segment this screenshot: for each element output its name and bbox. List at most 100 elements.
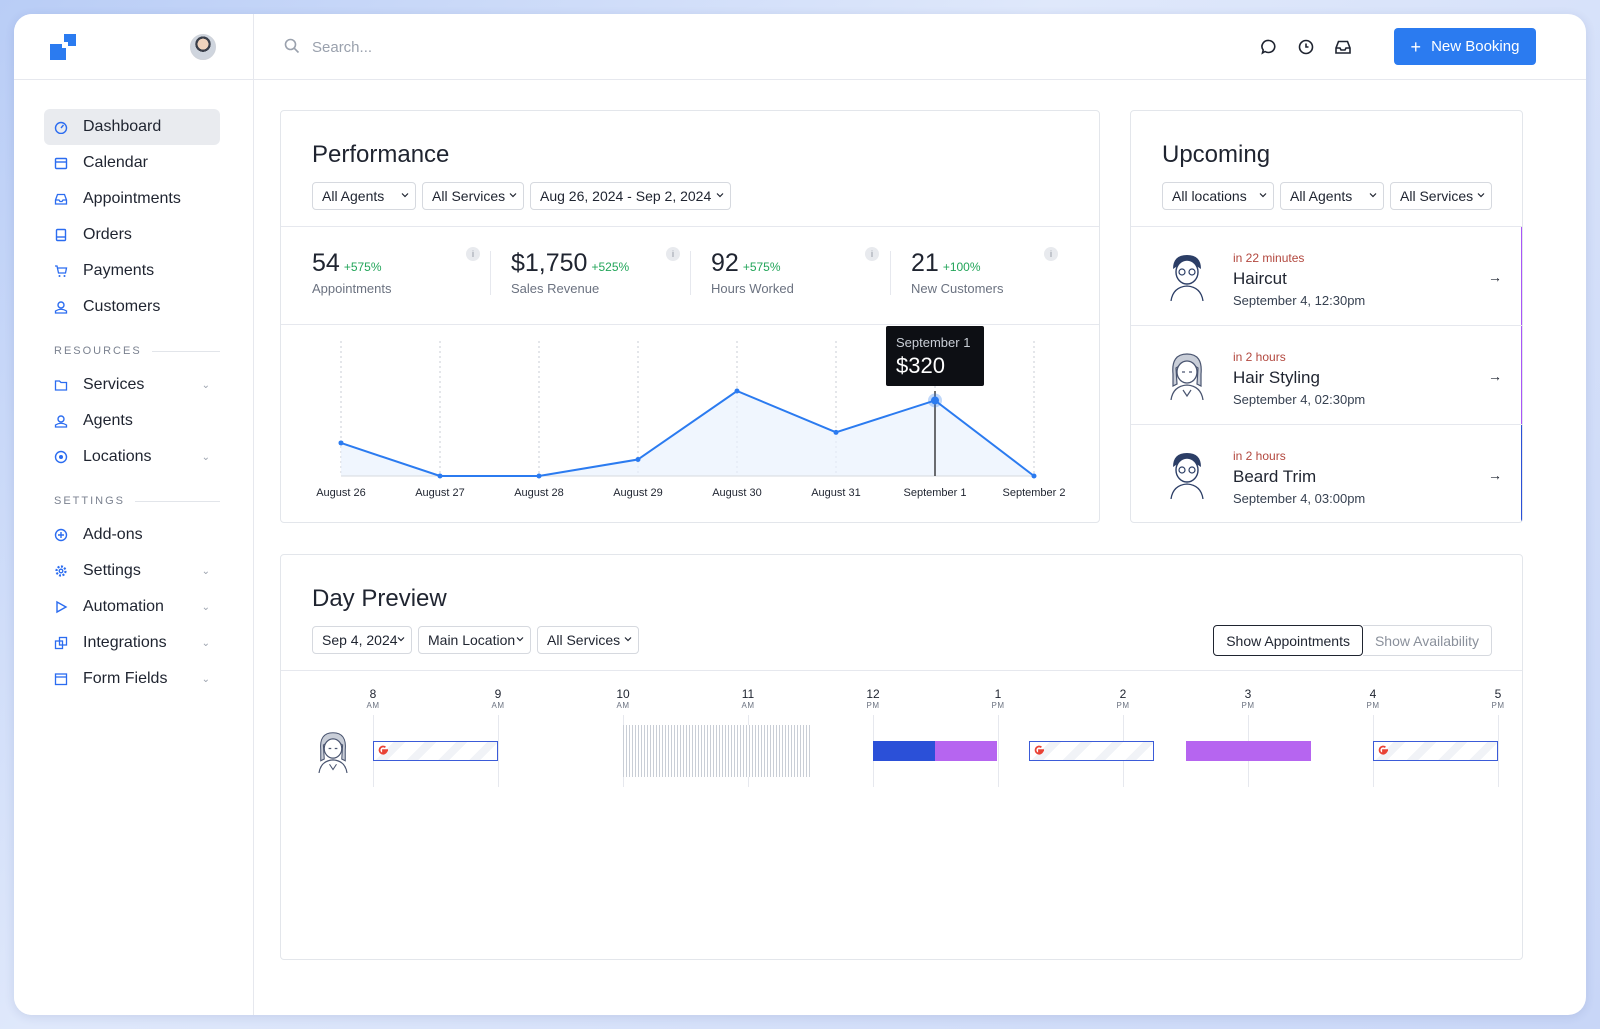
hour-label: 1 PM [991,687,1005,710]
user-icon [54,414,68,428]
hour-label: 12 PM [866,687,880,710]
google-calendar-slot[interactable] [1029,741,1154,761]
hour-gridline [498,715,499,787]
app-window: Dashboard Calendar Appointments Orders P… [14,14,1586,1015]
day-preview-title: Day Preview [312,585,447,612]
appointment-block[interactable] [1186,741,1311,761]
sidebar-item-appointments[interactable]: Appointments [44,181,220,217]
sidebar-item-agents[interactable]: Agents [44,403,220,439]
stat-value: 21 [911,249,939,277]
agents-filter[interactable]: All Agents [312,182,416,210]
upcoming-item[interactable]: in 2 hours Beard Trim September 4, 03:00… [1131,424,1522,522]
chat-icon[interactable] [1260,38,1278,56]
sidebar-item-label: Services [83,376,145,393]
sidebar-item-label: Locations [83,448,152,465]
customer-avatar [1170,453,1204,499]
integrations-icon [54,636,68,650]
upcoming-item[interactable]: in 22 minutes Haircut September 4, 12:30… [1131,226,1522,325]
chevron-down-icon [516,637,524,642]
stat-hours-worked: 92 +575% Hours Worked i [711,247,891,296]
search-input[interactable] [312,34,712,60]
location-filter-value: Main Location [428,632,516,648]
date-filter[interactable]: Sep 4, 2024 [312,626,412,654]
app-logo[interactable] [50,34,76,60]
tooltip-value: $320 [896,353,945,378]
appointment-block[interactable] [873,741,935,761]
info-icon[interactable]: i [1044,247,1058,261]
upcoming-accent-bar [1521,425,1522,522]
upcoming-when: in 2 hours [1233,350,1286,364]
stat-label: New Customers [911,281,1004,296]
chevron-down-icon[interactable]: ⌄ [201,451,210,463]
chart-tick-label: August 31 [811,487,861,499]
sidebar-nav: Dashboard Calendar Appointments Orders P… [44,109,220,697]
brand-row [14,14,253,80]
sidebar-item-calendar[interactable]: Calendar [44,145,220,181]
chart-area [341,391,1034,476]
chart-tick-label: August 28 [514,487,564,499]
sidebar-item-label: Dashboard [83,118,162,135]
sidebar-item-services[interactable]: Services ⌄ [44,367,220,403]
services-filter[interactable]: All Services [422,182,524,210]
locations-filter[interactable]: All locations [1162,182,1274,210]
chevron-down-icon [1477,193,1485,198]
google-calendar-slot[interactable] [373,741,498,761]
plus-icon: + [1410,36,1422,57]
chevron-down-icon[interactable]: ⌄ [201,673,210,685]
chevron-down-icon [716,193,724,198]
new-booking-label: New Booking [1431,38,1520,55]
arrow-right-icon[interactable]: → [1488,269,1502,285]
upcoming-accent-bar [1521,227,1522,325]
hour-label: 2 PM [1116,687,1130,710]
sidebar-item-label: Add-ons [83,526,143,543]
gear-icon [54,564,68,578]
location-filter[interactable]: Main Location [418,626,531,654]
info-icon[interactable]: i [466,247,480,261]
sidebar-item-orders[interactable]: Orders [44,217,220,253]
services-filter[interactable]: All Services [537,626,639,654]
show-availability-toggle[interactable]: Show Availability [1362,625,1492,656]
sidebar-item-form-fields[interactable]: Form Fields ⌄ [44,661,220,697]
sidebar-item-locations[interactable]: Locations ⌄ [44,439,220,475]
sidebar-item-settings[interactable]: Settings ⌄ [44,553,220,589]
appointment-block[interactable] [935,741,997,761]
chevron-down-icon[interactable]: ⌄ [201,565,210,577]
new-booking-button[interactable]: + New Booking [1394,28,1536,65]
sidebar-item-integrations[interactable]: Integrations ⌄ [44,625,220,661]
sidebar-item-dashboard[interactable]: Dashboard [44,109,220,145]
chart-point [635,456,641,462]
play-icon [54,600,68,614]
info-icon[interactable]: i [865,247,879,261]
google-calendar-slot[interactable] [1373,741,1498,761]
services-filter[interactable]: All Services [1390,182,1492,210]
agents-filter[interactable]: All Agents [1280,182,1384,210]
arrow-right-icon[interactable]: → [1488,368,1502,384]
sidebar-item-customers[interactable]: Customers [44,289,220,325]
chart-tooltip [886,326,984,386]
sidebar-item-add-ons[interactable]: Add-ons [44,517,220,553]
sidebar-item-label: Agents [83,412,133,429]
search-icon [284,38,300,54]
sidebar-item-automation[interactable]: Automation ⌄ [44,589,220,625]
hour-gridline [998,715,999,787]
form-icon [54,672,68,686]
stat-delta: +525% [591,260,630,274]
info-icon[interactable]: i [666,247,680,261]
arrow-right-icon[interactable]: → [1488,467,1502,483]
google-icon [1034,745,1044,755]
clock-icon[interactable] [1297,38,1315,56]
date-range-filter[interactable]: Aug 26, 2024 - Sep 2, 2024 [530,182,731,210]
sidebar-item-label: Customers [83,298,161,315]
inbox-icon[interactable] [1334,38,1352,56]
chevron-down-icon[interactable]: ⌄ [201,637,210,649]
customer-avatar [1170,353,1204,400]
services-filter-value: All Services [1400,188,1474,204]
sidebar-item-label: Orders [83,226,132,243]
show-appointments-toggle[interactable]: Show Appointments [1213,625,1363,656]
sidebar-item-payments[interactable]: Payments [44,253,220,289]
chevron-down-icon[interactable]: ⌄ [201,379,210,391]
chevron-down-icon[interactable]: ⌄ [201,601,210,613]
upcoming-item[interactable]: in 2 hours Hair Styling September 4, 02:… [1131,325,1522,424]
chart-tick-label: August 26 [316,487,366,499]
user-avatar[interactable] [190,34,216,60]
